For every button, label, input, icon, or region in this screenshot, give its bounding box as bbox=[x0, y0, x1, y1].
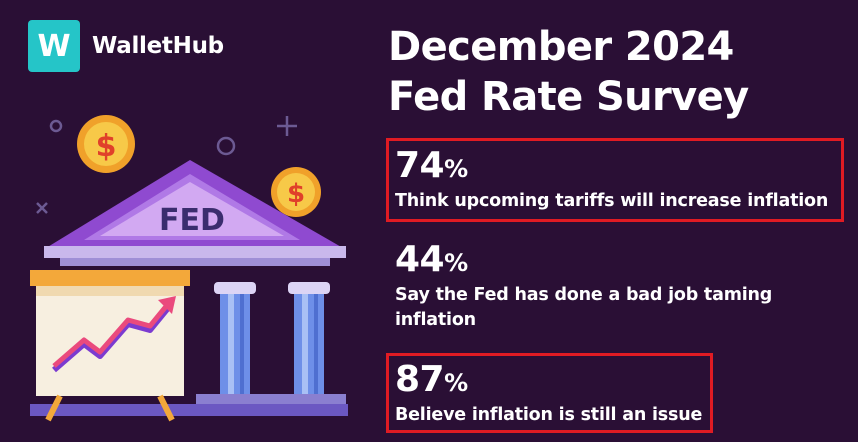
stat-description: Believe inflation is still an issue bbox=[395, 405, 703, 425]
stat-value: 87% bbox=[395, 359, 468, 400]
plus-icon bbox=[277, 116, 297, 136]
stat-description: Think upcoming tariffs will increase inf… bbox=[395, 191, 829, 211]
wallethub-logo[interactable]: W WalletHub bbox=[28, 20, 224, 72]
stat-item: 44% Say the Fed has done a bad job tamin… bbox=[395, 240, 825, 333]
dollar-coin-icon: $ bbox=[271, 167, 321, 217]
svg-text:$: $ bbox=[287, 179, 305, 209]
presentation-board bbox=[30, 270, 190, 422]
circle-decoration bbox=[216, 136, 236, 156]
highlight-box bbox=[386, 353, 713, 433]
building-base bbox=[30, 404, 348, 416]
trend-up-arrow-icon bbox=[52, 296, 176, 373]
stat-value: 44% bbox=[395, 239, 468, 280]
dollar-coin-icon: $ bbox=[77, 115, 135, 173]
title-line-2: Fed Rate Survey bbox=[388, 74, 749, 120]
stat-description: Say the Fed has done a bad job taming in… bbox=[395, 285, 773, 330]
stat-item: 74% Think upcoming tariffs will increase… bbox=[395, 146, 845, 214]
fed-label: FED bbox=[159, 203, 225, 238]
small-circle-decoration bbox=[49, 119, 63, 133]
page-title: December 2024 Fed Rate Survey bbox=[388, 22, 848, 122]
logo-wordmark: WalletHub bbox=[92, 33, 224, 59]
highlight-box bbox=[386, 138, 844, 222]
building-columns bbox=[214, 282, 330, 394]
stat-item: 87% Believe inflation is still an issue bbox=[395, 360, 725, 428]
logo-mark: W bbox=[28, 20, 80, 72]
cross-icon bbox=[36, 202, 48, 214]
fed-building-illustration: $ $ FED bbox=[30, 115, 348, 422]
stat-value: 74% bbox=[395, 145, 468, 186]
title-line-1: December 2024 bbox=[388, 24, 734, 70]
svg-text:$: $ bbox=[96, 129, 117, 164]
